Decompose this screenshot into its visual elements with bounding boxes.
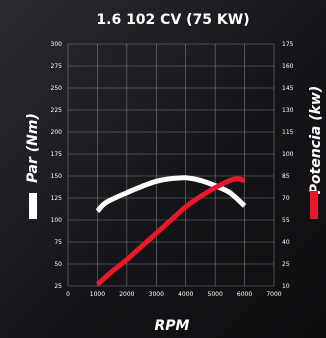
y-right-tick-label: 40 xyxy=(282,239,290,246)
y-right-tick-label: 70 xyxy=(282,195,290,202)
left-axis-label: Par (Nm) xyxy=(25,113,41,183)
y-left-tick-label: 275 xyxy=(51,63,63,70)
x-tick-label: 0 xyxy=(66,291,70,298)
y-right-tick-label: 10 xyxy=(282,283,290,290)
y-left-tick-label: 300 xyxy=(51,41,63,48)
x-axis-label: RPM xyxy=(155,318,190,334)
y-right-tick-label: 115 xyxy=(282,129,294,136)
y-right-tick-label: 175 xyxy=(282,41,294,48)
y-right-tick-label: 25 xyxy=(282,261,290,268)
x-tick-label: 4000 xyxy=(178,291,193,298)
y-left-tick-label: 200 xyxy=(51,129,63,136)
y-right-tick-label: 160 xyxy=(282,63,294,70)
y-right-tick-label: 145 xyxy=(282,85,294,92)
power-legend-swatch xyxy=(310,191,318,219)
y-left-tick-label: 100 xyxy=(51,217,63,224)
y-right-tick-label: 100 xyxy=(282,151,294,158)
right-axis-label: Potencia (kw) xyxy=(308,86,324,195)
y-left-tick-label: 150 xyxy=(51,173,63,180)
chart-title: 1.6 102 CV (75 KW) xyxy=(96,12,249,28)
x-tick-label: 5000 xyxy=(208,291,223,298)
y-left-tick-label: 75 xyxy=(54,239,62,246)
y-left-tick-label: 25 xyxy=(54,283,62,290)
y-left-tick-label: 175 xyxy=(51,151,63,158)
tick-labels: 0 1000 2000 3000 4000 5000 6000 7000 25 50 75 100 12… xyxy=(51,41,294,298)
x-tick-label: 7000 xyxy=(266,291,281,298)
x-tick-label: 3000 xyxy=(149,291,164,298)
y-left-tick-label: 50 xyxy=(54,261,62,268)
left-axis-label-group: Par (Nm) xyxy=(25,113,41,219)
y-right-tick-label: 85 xyxy=(282,173,290,180)
torque-legend-swatch xyxy=(29,193,37,219)
x-tick-label: 1000 xyxy=(90,291,105,298)
x-tick-label: 2000 xyxy=(119,291,134,298)
y-left-tick-label: 225 xyxy=(51,107,63,114)
series-lines xyxy=(95,175,247,287)
x-tick-label: 6000 xyxy=(237,291,252,298)
y-right-tick-label: 55 xyxy=(282,217,290,224)
y-right-tick-label: 130 xyxy=(282,107,294,114)
y-left-tick-label: 250 xyxy=(51,85,63,92)
y-left-tick-label: 125 xyxy=(51,195,63,202)
right-axis-label-group: Potencia (kw) xyxy=(308,86,324,219)
power-series-line xyxy=(95,176,246,287)
